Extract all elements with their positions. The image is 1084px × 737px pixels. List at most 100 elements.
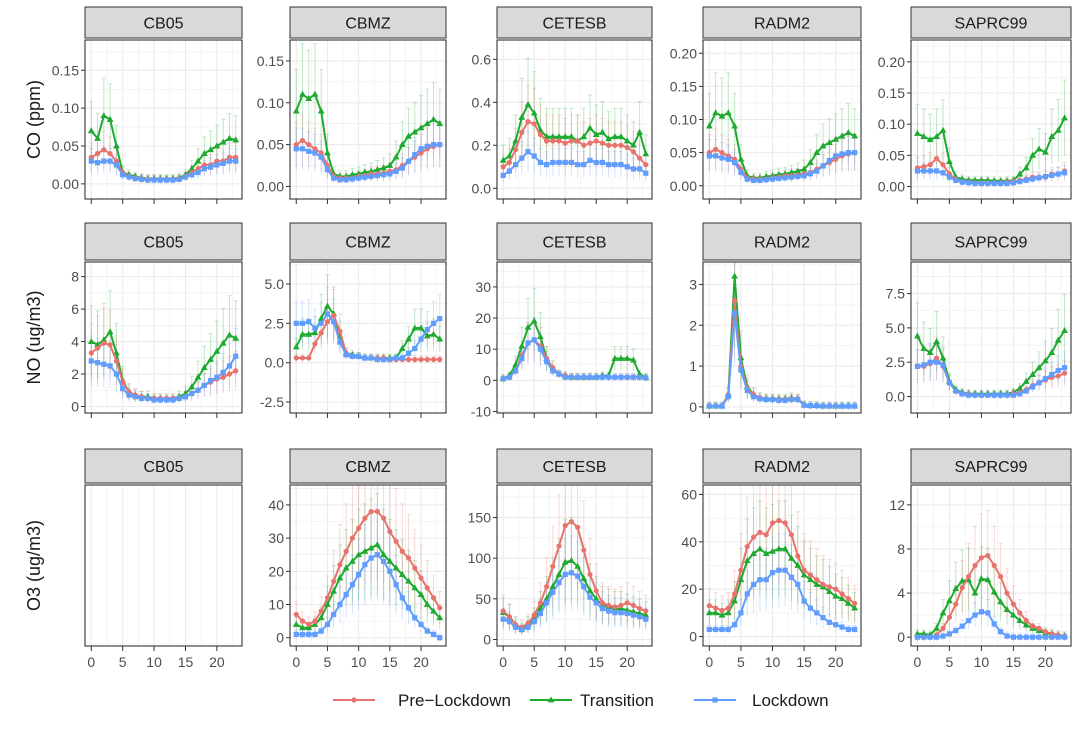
y-tick-label: 2 <box>689 317 697 333</box>
point-lockdown <box>618 610 624 616</box>
y-tick-label: 7.5 <box>886 286 906 302</box>
point-transition <box>423 332 431 339</box>
point-pre <box>966 573 972 580</box>
point-transition <box>380 551 387 558</box>
point-lockdown <box>337 177 343 183</box>
point-transition <box>800 571 808 578</box>
point-transition <box>623 137 631 144</box>
point-lockdown <box>525 624 531 630</box>
point-transition <box>946 157 953 164</box>
point-pre <box>562 140 568 146</box>
point-lockdown <box>293 320 299 326</box>
point-transition <box>361 168 369 175</box>
point-lockdown <box>1023 177 1029 183</box>
point-lockdown <box>807 171 814 177</box>
point-transition <box>794 561 802 568</box>
point-pre <box>368 508 374 515</box>
y-tick-label: 100 <box>468 550 492 566</box>
point-lockdown <box>337 339 343 345</box>
point-lockdown <box>132 394 138 400</box>
point-lockdown <box>953 627 959 634</box>
point-pre <box>556 543 562 549</box>
y-tick-label: 0.00 <box>257 178 284 194</box>
point-lockdown <box>556 579 562 586</box>
point-transition <box>819 142 827 149</box>
point-lockdown <box>927 634 933 640</box>
point-transition <box>324 149 331 156</box>
y-tick-label: 30 <box>268 530 284 546</box>
facet-strip <box>289 448 447 484</box>
point-transition <box>939 126 947 133</box>
point-pre <box>88 350 94 356</box>
y-tick-label: 8 <box>71 269 79 285</box>
point-lockdown <box>424 143 430 149</box>
x-tick-label: 5 <box>946 654 954 670</box>
point-pre <box>418 356 424 363</box>
facet-title: CB05 <box>143 235 183 252</box>
point-lockdown <box>368 555 374 561</box>
point-pre <box>362 515 368 521</box>
point-lockdown <box>506 374 512 380</box>
point-lockdown <box>575 573 581 579</box>
point-transition <box>292 620 300 627</box>
point-lockdown <box>568 374 574 380</box>
point-lockdown <box>575 374 581 380</box>
point-transition <box>712 109 720 116</box>
point-lockdown <box>500 376 506 382</box>
point-transition <box>305 330 313 337</box>
y-tick-label: 6 <box>71 301 79 317</box>
point-pre <box>374 508 380 515</box>
legend-key-marker <box>351 697 357 703</box>
point-lockdown <box>368 173 374 180</box>
point-lockdown <box>513 162 519 168</box>
point-lockdown <box>953 388 959 394</box>
point-lockdown <box>531 153 537 159</box>
point-lockdown <box>299 320 306 326</box>
y-tick-label: -2.5 <box>260 394 284 410</box>
point-pre <box>978 555 985 561</box>
point-transition <box>1061 114 1068 121</box>
point-lockdown <box>630 612 636 618</box>
point-pre <box>500 608 506 614</box>
point-lockdown <box>525 340 531 346</box>
point-transition <box>592 595 600 602</box>
panel-border <box>496 484 653 647</box>
point-pre <box>101 340 107 346</box>
point-lockdown <box>556 371 562 377</box>
point-lockdown <box>387 356 393 363</box>
point-pre <box>331 312 337 319</box>
point-transition <box>219 339 227 346</box>
point-transition <box>737 576 745 583</box>
point-lockdown <box>624 164 630 170</box>
point-lockdown <box>769 176 776 182</box>
point-transition <box>978 575 985 582</box>
point-lockdown <box>921 634 927 640</box>
point-lockdown <box>801 173 807 179</box>
point-lockdown <box>126 174 132 180</box>
point-lockdown <box>88 358 94 364</box>
point-pre <box>599 140 606 146</box>
point-lockdown <box>934 359 940 365</box>
point-transition <box>405 335 412 342</box>
point-lockdown <box>757 577 763 583</box>
point-pre <box>972 562 978 569</box>
point-pre <box>331 578 337 584</box>
point-transition <box>499 156 507 163</box>
point-lockdown <box>201 166 207 172</box>
point-transition <box>568 133 575 140</box>
legend-item-lockdown: Lockdown <box>694 691 829 710</box>
point-pre <box>437 356 443 363</box>
point-transition <box>788 168 795 175</box>
point-transition <box>411 584 419 591</box>
y-tick-label: 0.15 <box>878 85 905 101</box>
point-lockdown <box>921 168 927 174</box>
x-tick-label: 0 <box>499 654 507 670</box>
point-transition <box>807 158 814 165</box>
point-lockdown <box>991 180 997 187</box>
point-pre <box>324 319 331 325</box>
point-pre <box>719 607 725 614</box>
point-lockdown <box>985 610 991 616</box>
point-transition <box>213 347 221 354</box>
point-pre <box>299 618 306 624</box>
x-tick-label: 10 <box>974 654 990 670</box>
